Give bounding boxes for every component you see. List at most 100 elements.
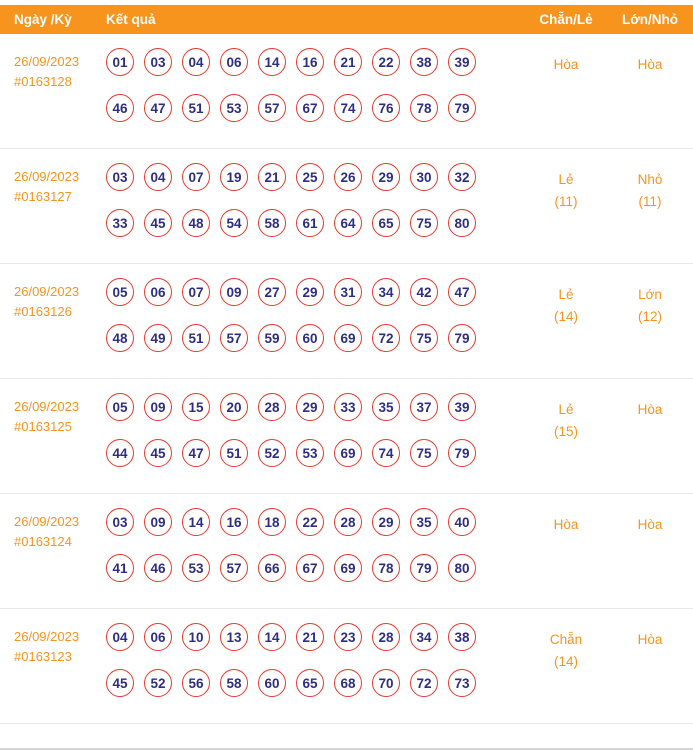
lottery-ball: 34: [372, 278, 400, 306]
even-odd-cell: Hòa: [525, 48, 607, 122]
lottery-ball: 60: [258, 669, 286, 697]
lottery-ball: 37: [410, 393, 438, 421]
numbers-cell: 03 09 14 16 18 22 28 29 35 40 41 46 53 57 66 67 69 78 79 80: [100, 508, 525, 582]
lottery-ball: 70: [372, 669, 400, 697]
lottery-ball: 05: [106, 278, 134, 306]
lottery-ball: 33: [334, 393, 362, 421]
lottery-ball: 45: [144, 439, 172, 467]
numbers-cell: 04 06 10 13 14 21 23 28 34 38 45 52 56 58 60 65 68 70 72 73: [100, 623, 525, 697]
lottery-ball: 03: [106, 508, 134, 536]
lottery-ball: 46: [106, 94, 134, 122]
numbers-line: 48 49 51 57 59 60 69 72 75 79: [106, 324, 525, 352]
numbers-line: 46 47 51 53 57 67 74 76 78 79: [106, 94, 525, 122]
big-small-cell: Lớn (12): [607, 278, 693, 352]
lottery-ball: 31: [334, 278, 362, 306]
lottery-ball: 10: [182, 623, 210, 651]
table-row: 26/09/2023 #0163124 03 09 14 16 18 22 28 29 35 40 41…: [0, 494, 693, 609]
lottery-ball: 06: [144, 623, 172, 651]
even-odd-value: Hòa: [553, 57, 579, 72]
lottery-ball: 21: [334, 48, 362, 76]
even-odd-count: (11): [554, 194, 578, 209]
lottery-ball: 53: [182, 554, 210, 582]
big-small-cell: Hòa: [607, 623, 693, 697]
lottery-ball: 74: [334, 94, 362, 122]
lottery-ball: 39: [448, 48, 476, 76]
lottery-ball: 49: [144, 324, 172, 352]
numbers-line: 01 03 04 06 14 16 21 22 38 39: [106, 48, 525, 76]
lottery-ball: 67: [296, 94, 324, 122]
draw-id: #0163127: [14, 189, 72, 204]
even-odd-value: Lẻ: [558, 172, 574, 187]
lottery-ball: 67: [296, 554, 324, 582]
lottery-ball: 44: [106, 439, 134, 467]
lottery-ball: 79: [448, 94, 476, 122]
lottery-ball: 78: [372, 554, 400, 582]
lottery-ball: 72: [372, 324, 400, 352]
lottery-ball: 04: [106, 623, 134, 651]
lottery-ball: 38: [448, 623, 476, 651]
lottery-ball: 09: [220, 278, 248, 306]
lottery-ball: 21: [296, 623, 324, 651]
lottery-ball: 21: [258, 163, 286, 191]
lottery-ball: 27: [258, 278, 286, 306]
big-small-value: Hòa: [637, 632, 663, 647]
big-small-value: Hòa: [637, 402, 663, 417]
lottery-ball: 66: [258, 554, 286, 582]
lottery-ball: 26: [334, 163, 362, 191]
lottery-ball: 06: [144, 278, 172, 306]
lottery-ball: 22: [296, 508, 324, 536]
draw-id: #0163125: [14, 419, 72, 434]
lottery-ball: 79: [448, 324, 476, 352]
lottery-ball: 15: [182, 393, 210, 421]
header-result-column: Kết quả: [106, 12, 156, 27]
table-row: 26/09/2023 #0163126 05 06 07 09 27 29 31 34 42 47 48…: [0, 264, 693, 379]
even-odd-count: (14): [553, 654, 578, 669]
draw-date-cell: 26/09/2023 #0163123: [0, 623, 100, 697]
numbers-cell: 01 03 04 06 14 16 21 22 38 39 46 47 51 53 57 67 74 76 78 79: [100, 48, 525, 122]
lottery-ball: 35: [372, 393, 400, 421]
numbers-cell: 03 04 07 19 21 25 26 29 30 32 33 45 48 54 58 61 64 65 75 80: [100, 163, 525, 237]
lottery-ball: 69: [334, 554, 362, 582]
lottery-ball: 29: [296, 393, 324, 421]
lottery-ball: 65: [372, 209, 400, 237]
lottery-ball: 22: [372, 48, 400, 76]
lottery-ball: 54: [220, 209, 248, 237]
numbers-line: 41 46 53 57 66 67 69 78 79 80: [106, 554, 525, 582]
big-small-cell: Hòa: [607, 393, 693, 467]
lottery-ball: 57: [220, 554, 248, 582]
lottery-ball: 57: [220, 324, 248, 352]
table-row: 26/09/2023 #0163125 05 09 15 20 28 29 33 35 37 39 44…: [0, 379, 693, 494]
numbers-cell: 05 09 15 20 28 29 33 35 37 39 44 45 47 51 52 53 69 74 75 79: [100, 393, 525, 467]
lottery-ball: 64: [334, 209, 362, 237]
even-odd-value: Lẻ: [558, 287, 574, 302]
lottery-ball: 74: [372, 439, 400, 467]
lottery-ball: 07: [182, 163, 210, 191]
table-row: 26/09/2023 #0163123 04 06 10 13 14 21 23 28 34 38 45…: [0, 609, 693, 724]
lottery-ball: 18: [258, 508, 286, 536]
lottery-ball: 56: [182, 669, 210, 697]
lottery-ball: 75: [410, 209, 438, 237]
header-date-column: Ngày /Kỳ: [14, 12, 72, 27]
lottery-ball: 38: [410, 48, 438, 76]
lottery-ball: 47: [144, 94, 172, 122]
lottery-ball: 46: [144, 554, 172, 582]
lottery-ball: 29: [372, 163, 400, 191]
lottery-ball: 19: [220, 163, 248, 191]
lottery-ball: 59: [258, 324, 286, 352]
even-odd-cell: Chẵn (14): [525, 623, 607, 697]
lottery-ball: 14: [258, 48, 286, 76]
lottery-results-table: Ngày /Kỳ Kết quả Chẵn/Lẻ Lớn/Nhỏ 26/09/2…: [0, 5, 693, 750]
even-odd-count: (14): [553, 309, 578, 324]
draw-id: #0163123: [14, 649, 72, 664]
header-even-odd-column: Chẵn/Lẻ: [539, 12, 593, 27]
big-small-value: Hòa: [637, 57, 663, 72]
numbers-line: 44 45 47 51 52 53 69 74 75 79: [106, 439, 525, 467]
lottery-ball: 40: [448, 508, 476, 536]
lottery-ball: 25: [296, 163, 324, 191]
even-odd-cell: Hòa: [525, 508, 607, 582]
lottery-ball: 73: [448, 669, 476, 697]
lottery-ball: 33: [106, 209, 134, 237]
big-small-cell: Hòa: [607, 508, 693, 582]
lottery-ball: 06: [220, 48, 248, 76]
numbers-line: 03 09 14 16 18 22 28 29 35 40: [106, 508, 525, 536]
